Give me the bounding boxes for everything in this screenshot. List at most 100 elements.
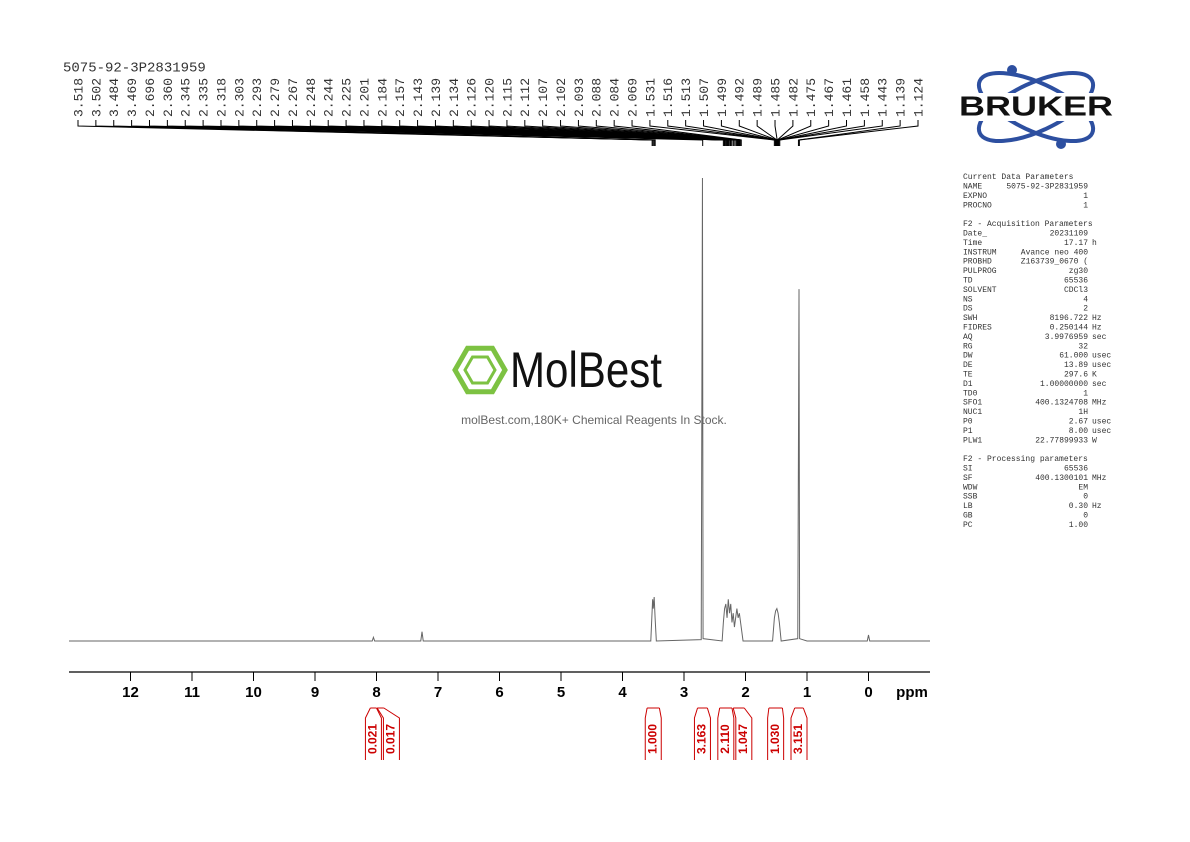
peak-label: 2.360 xyxy=(161,78,176,117)
peak-connector xyxy=(797,120,901,146)
parameter-name: TD xyxy=(963,277,973,286)
x-tick-label: 2 xyxy=(741,684,749,701)
x-tick-label: 5 xyxy=(557,684,565,701)
integral-label: 0.017 xyxy=(384,724,398,754)
peak-connector xyxy=(613,120,741,146)
x-tick-label: 8 xyxy=(372,684,380,701)
parameter-name: EXPNO xyxy=(963,192,987,201)
parameter-name: LB xyxy=(963,502,973,511)
peak-label: 1.139 xyxy=(894,78,909,117)
parameter-value: 8.00 xyxy=(1069,427,1088,436)
logo-dot xyxy=(1056,139,1066,149)
peak-label: 2.143 xyxy=(411,78,426,117)
parameter-value: 5075-92-3P2831959 xyxy=(1006,183,1088,192)
peak-label: 3.502 xyxy=(89,78,104,117)
parameter-name: RG xyxy=(963,342,973,351)
parameter-section-title: Current Data Parameters xyxy=(963,173,1074,182)
parameter-value: 2 xyxy=(1083,305,1088,314)
parameter-name: PROBHD xyxy=(963,258,992,267)
parameter-unit: usec xyxy=(1092,352,1111,361)
x-tick-label: 9 xyxy=(311,684,319,701)
parameter-value: 400.1324708 xyxy=(1035,399,1088,408)
parameter-unit: usec xyxy=(1092,427,1111,436)
parameter-value: 4 xyxy=(1083,295,1088,304)
peak-label: 2.088 xyxy=(590,78,605,117)
peak-label: 1.475 xyxy=(804,78,819,117)
peak-label: 1.492 xyxy=(733,78,748,117)
parameter-name: NS xyxy=(963,295,973,304)
x-tick-label: 0 xyxy=(864,684,872,701)
logo-dot xyxy=(1007,65,1017,75)
peak-label: 2.696 xyxy=(143,78,158,117)
peak-label: 3.469 xyxy=(125,78,140,117)
peak-label: 1.507 xyxy=(697,78,712,117)
parameter-value: 0 xyxy=(1083,512,1088,521)
parameter-value: 32 xyxy=(1078,342,1088,351)
x-tick-label: 3 xyxy=(680,684,688,701)
parameter-value: 0 xyxy=(1083,493,1088,502)
watermark-tagline: molBest.com,180K+ Chemical Reagents In S… xyxy=(461,413,727,427)
peak-label: 2.120 xyxy=(483,78,498,117)
peak-label: 2.279 xyxy=(268,78,283,117)
parameter-name: SSB xyxy=(963,493,978,502)
parameter-value: CDCl3 xyxy=(1064,286,1088,295)
x-axis-label: ppm xyxy=(896,684,928,701)
parameter-value: 17.17 xyxy=(1064,239,1088,248)
peak-label: 1.124 xyxy=(911,78,926,117)
parameter-name: DW xyxy=(963,352,973,361)
peak-label: 1.489 xyxy=(751,78,766,117)
parameter-value: 1.00000000 xyxy=(1040,380,1088,389)
peak-label: 1.461 xyxy=(840,78,855,117)
parameter-unit: K xyxy=(1092,371,1097,380)
watermark-icon xyxy=(463,355,497,385)
integral-label: 3.163 xyxy=(695,724,709,754)
parameter-name: TE xyxy=(963,371,973,380)
x-tick-label: 12 xyxy=(122,684,139,701)
integral-bracket xyxy=(376,707,400,760)
peak-connector xyxy=(738,120,778,146)
peak-connector xyxy=(131,120,656,146)
peak-label: 1.516 xyxy=(661,78,676,117)
peak-label: 3.484 xyxy=(107,78,122,117)
parameter-value: 61.000 xyxy=(1059,352,1088,361)
logo-orbit xyxy=(976,70,1096,144)
x-tick-label: 4 xyxy=(618,684,627,701)
parameter-name: D1 xyxy=(963,380,973,389)
parameter-name: PC xyxy=(963,521,973,530)
peak-label: 1.467 xyxy=(822,78,837,117)
peak-connector xyxy=(779,120,883,146)
peak-label: 1.499 xyxy=(715,78,730,117)
parameter-name: NAME xyxy=(963,183,982,192)
parameter-section-title: F2 - Processing parameters xyxy=(963,455,1088,464)
integral-bracket xyxy=(364,707,382,760)
peak-connector xyxy=(778,120,848,146)
parameter-value: 0.250144 xyxy=(1050,324,1089,333)
peak-label: 2.126 xyxy=(465,78,480,117)
parameter-name: DS xyxy=(963,305,973,314)
peak-label: 2.084 xyxy=(608,78,623,117)
parameter-section-title: F2 - Acquisition Parameters xyxy=(963,220,1093,229)
x-tick-label: 1 xyxy=(803,684,811,701)
peak-label: 2.267 xyxy=(286,78,301,117)
peak-connector xyxy=(798,120,919,146)
peak-label: 1.443 xyxy=(876,78,891,117)
peak-label: 2.335 xyxy=(197,78,212,117)
parameter-value: 8196.722 xyxy=(1050,314,1089,323)
peak-label: 3.518 xyxy=(71,78,86,117)
parameter-unit: usec xyxy=(1092,361,1111,370)
parameter-value: 400.1300101 xyxy=(1035,474,1088,483)
parameter-name: INSTRUM xyxy=(963,248,997,257)
peak-connector xyxy=(631,120,742,146)
parameter-value: 20231109 xyxy=(1050,230,1089,239)
integral-label: 1.030 xyxy=(768,724,782,754)
parameter-value: 22.77899933 xyxy=(1035,436,1088,445)
parameter-value: 65536 xyxy=(1064,277,1088,286)
parameter-unit: Hz xyxy=(1092,502,1102,511)
peak-label: 2.184 xyxy=(375,78,390,117)
peak-label: 2.139 xyxy=(429,78,444,117)
parameter-name: PLW1 xyxy=(963,436,982,445)
parameter-value: 13.89 xyxy=(1064,361,1088,370)
peak-connector xyxy=(777,120,812,146)
